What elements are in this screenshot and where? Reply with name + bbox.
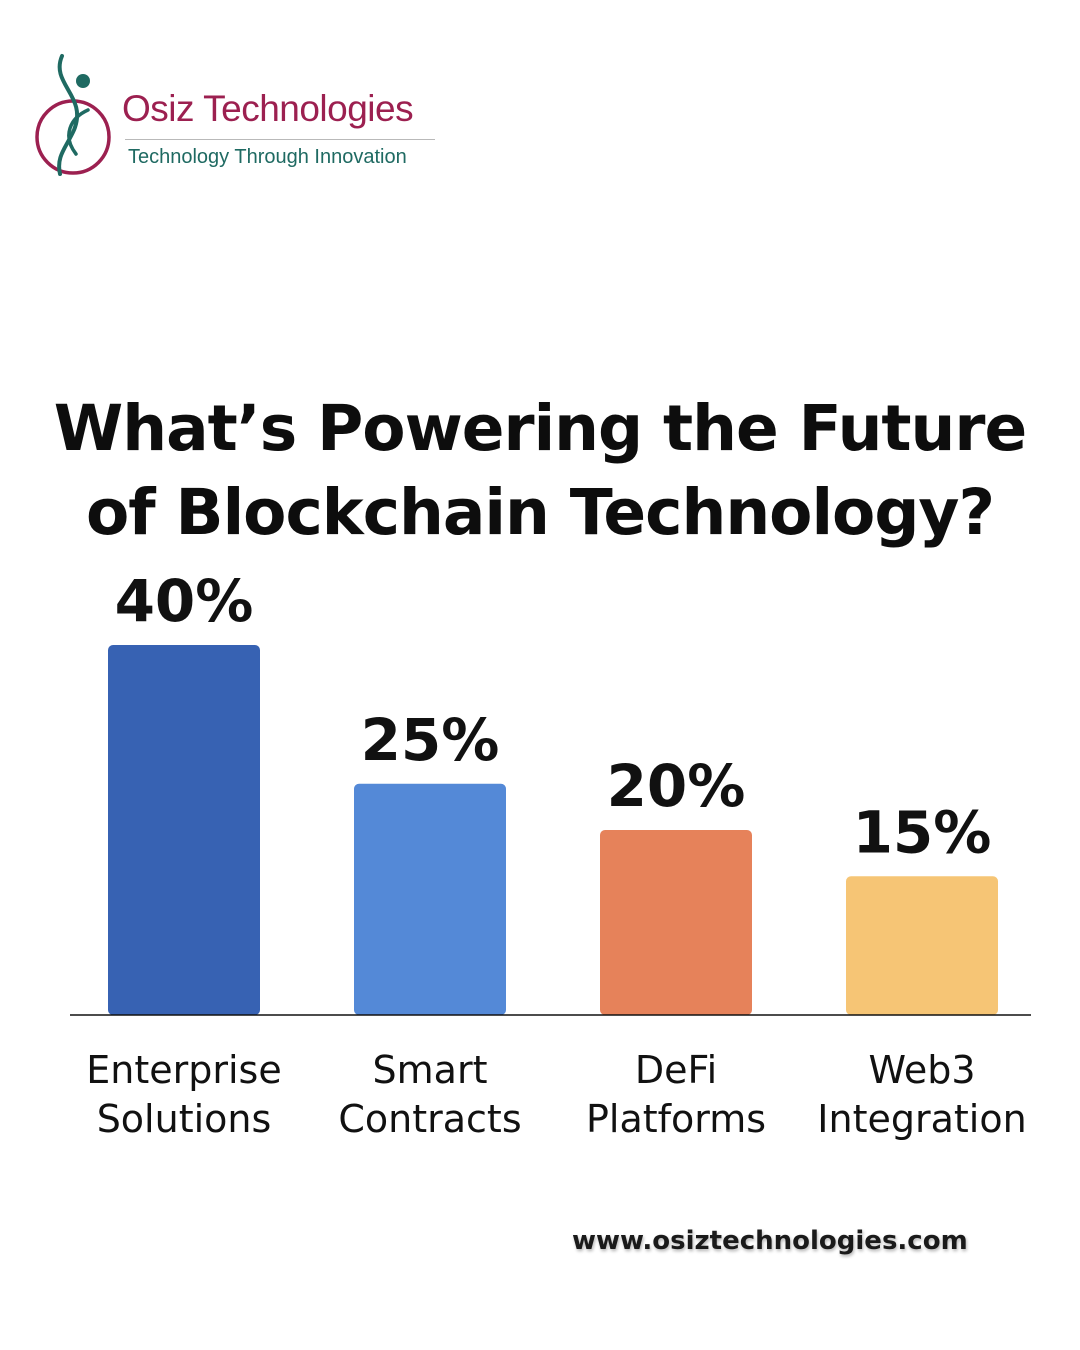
category-label-0-line-1: Solutions: [97, 1097, 272, 1141]
bar-value-label-3: 15%: [853, 798, 992, 866]
brand-tagline: Technology Through Innovation: [128, 146, 407, 168]
bar-value-label-0: 40%: [115, 567, 254, 635]
category-label-2-line-1: Platforms: [586, 1097, 766, 1141]
page-title: What’s Powering the Future of Blockchain…: [0, 387, 1080, 555]
category-label-3-line-1: Integration: [817, 1097, 1026, 1141]
website-url[interactable]: www.osiztechnologies.com: [572, 1226, 968, 1256]
title-line-2: of Blockchain Technology?: [85, 476, 995, 550]
bar-0: [108, 645, 260, 1015]
title-line-1: What’s Powering the Future: [53, 392, 1027, 466]
brand-divider: [125, 139, 435, 140]
category-label-1-line-0: Smart: [373, 1048, 488, 1092]
bar-1: [354, 783, 506, 1015]
brand-logo: Osiz Technologies Technology Through Inn…: [30, 44, 450, 184]
category-label-1-line-1: Contracts: [338, 1097, 521, 1141]
bar-value-label-2: 20%: [607, 752, 746, 820]
bar-2: [600, 830, 752, 1015]
bar-chart: 40% Enterprise Solutions 25% Smart Contracts 2…: [70, 567, 1031, 1141]
brand-name: Osiz Technologies: [122, 88, 414, 129]
category-label-0-line-0: Enterprise: [86, 1048, 281, 1092]
category-label-3-line-0: Web3: [868, 1048, 975, 1092]
osiz-emblem-icon: [35, 54, 111, 176]
category-label-2-line-0: DeFi: [635, 1048, 717, 1092]
bar-value-label-1: 25%: [361, 706, 500, 774]
bar-3: [846, 876, 998, 1015]
